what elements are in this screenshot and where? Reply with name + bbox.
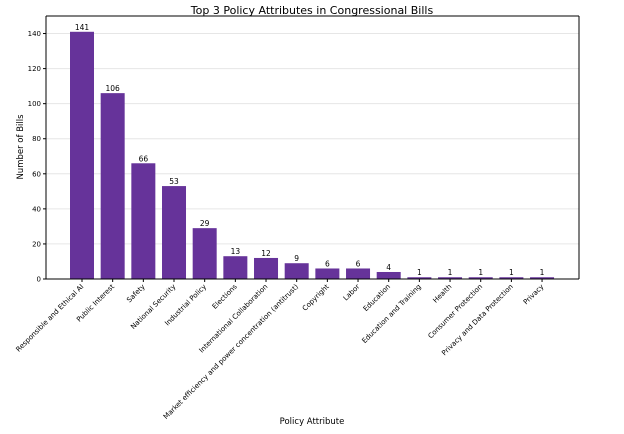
x-tick-label: Education and Training: [360, 283, 422, 345]
bar: [70, 31, 94, 280]
bar-value-label: 66: [139, 154, 149, 163]
bar: [254, 257, 279, 279]
bar: [223, 256, 248, 279]
bar-value-label: 13: [231, 247, 241, 256]
bar: [192, 228, 217, 279]
y-tick-label: 60: [32, 170, 41, 178]
gridlines: [46, 33, 579, 280]
bar-value-label: 1: [509, 268, 514, 277]
bar-value-label: 141: [75, 23, 90, 32]
bar: [162, 186, 187, 279]
bar: [376, 271, 401, 279]
bar-value-label: 12: [261, 249, 271, 258]
bar-value-label: 29: [200, 219, 210, 228]
y-tick-label: 40: [32, 205, 41, 213]
bar: [530, 277, 555, 279]
x-tick-label: Labor: [342, 283, 362, 303]
bar: [346, 268, 371, 279]
x-tick-label: Privacy: [522, 283, 546, 307]
x-tick-label: Copyright: [301, 283, 331, 313]
bar: [438, 277, 463, 279]
bar-value-label: 1: [540, 268, 545, 277]
bars: [70, 31, 555, 280]
x-tick-label: Consumer Protection: [427, 283, 485, 341]
bar-value-label: 1: [448, 268, 453, 277]
y-tick-label: 140: [28, 30, 41, 38]
bar-value-label: 1: [417, 268, 422, 277]
y-tick-label: 80: [32, 135, 41, 143]
bar: [407, 277, 432, 279]
x-tick-label: Education: [362, 283, 392, 313]
bar-value-label: 4: [386, 263, 391, 272]
x-axis-title: Policy Attribute: [280, 417, 345, 427]
bar: [315, 268, 340, 279]
x-tick-label: Health: [432, 283, 454, 305]
y-tick-label: 20: [32, 240, 41, 248]
bar-value-label: 106: [106, 84, 121, 93]
x-tick-label: Safety: [125, 283, 147, 305]
bar: [468, 277, 493, 279]
y-tick-label: 100: [28, 100, 41, 108]
bar-value-label: 1: [478, 268, 483, 277]
y-tick-label: 120: [28, 65, 41, 73]
bar-value-label: 53: [169, 177, 179, 186]
bar-value-label: 6: [356, 259, 361, 268]
y-axis-title: Number of Bills: [16, 114, 26, 180]
bar: [499, 277, 524, 279]
axes: [45, 15, 580, 280]
bar: [131, 163, 156, 279]
bar-value-label: 6: [325, 259, 330, 268]
bar: [100, 93, 125, 279]
chart-title: Top 3 Policy Attributes in Congressional…: [190, 4, 434, 17]
bar: [284, 263, 309, 279]
y-tick-label: 0: [37, 276, 41, 284]
bar-value-label: 9: [294, 254, 299, 263]
x-tick-label: Elections: [211, 283, 239, 311]
y-ticks: 0 20 40 60 80 100 120 140: [28, 30, 46, 284]
